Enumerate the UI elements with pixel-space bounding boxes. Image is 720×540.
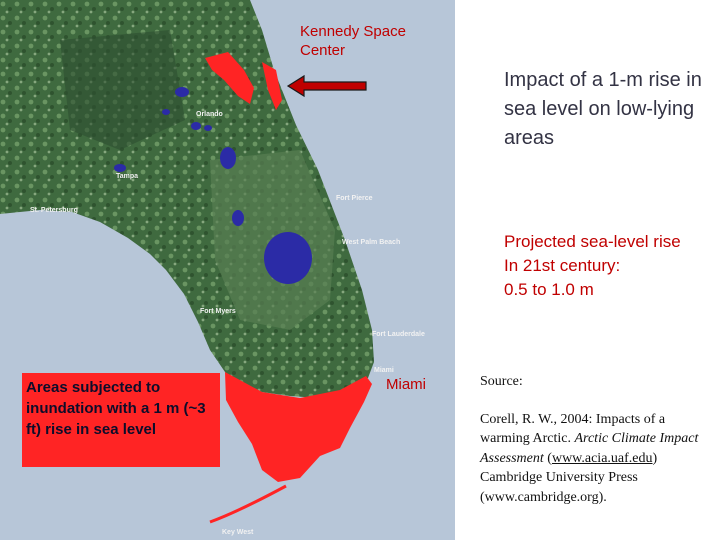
city-orlando: Orlando bbox=[196, 111, 223, 118]
source-citation: Source: Corell, R. W., 2004: Impacts of … bbox=[480, 372, 712, 507]
kennedy-label: Kennedy Space Center bbox=[300, 22, 450, 60]
projected-line2: In 21st century: bbox=[504, 256, 621, 275]
florida-keys bbox=[209, 484, 287, 524]
lake bbox=[232, 210, 244, 226]
city-key-west: Key West bbox=[222, 529, 254, 536]
legend-text: Areas subjected to inundation with a 1 m… bbox=[26, 379, 206, 438]
citation-end: ) Cambridge University Press (www.cambri… bbox=[480, 450, 658, 505]
lake bbox=[204, 125, 212, 131]
city-miami-small: Miami bbox=[374, 367, 394, 374]
arrow-icon bbox=[286, 74, 367, 98]
city-fort-myers: Fort Myers bbox=[200, 308, 236, 315]
inundation-kennedy bbox=[205, 52, 254, 104]
citation-start: Corell, R. W., 2004: Impacts of a warmin… bbox=[480, 411, 666, 447]
city-fort-lauderdale: Fort Lauderdale bbox=[372, 331, 425, 338]
inundation-south bbox=[225, 372, 372, 482]
citation-text: Corell, R. W., 2004: Impacts of a warmin… bbox=[480, 410, 712, 508]
projected-rise: Projected sea-level rise In 21st century… bbox=[504, 230, 718, 302]
citation-link-open: ( bbox=[543, 450, 552, 466]
citation-title: Arctic Climate Impact Assessment bbox=[480, 431, 699, 466]
lake bbox=[175, 87, 189, 97]
city-west-palm-beach: West Palm Beach bbox=[342, 239, 400, 246]
lake bbox=[220, 147, 236, 169]
impact-title: Impact of a 1-m rise in sea level on low… bbox=[504, 69, 702, 149]
city-tampa: Tampa bbox=[116, 173, 138, 180]
projected-line1: Projected sea-level rise bbox=[504, 232, 681, 251]
inundation-legend: Areas subjected to inundation with a 1 m… bbox=[22, 373, 220, 467]
city-st-petersburg: St. Petersburg bbox=[30, 207, 78, 214]
kennedy-label-line1: Kennedy Space bbox=[300, 23, 406, 40]
kennedy-label-line2: Center bbox=[300, 42, 346, 59]
miami-label: Miami bbox=[386, 376, 426, 393]
source-heading: Source: bbox=[480, 374, 523, 389]
inland-area bbox=[60, 30, 185, 150]
lake bbox=[191, 122, 201, 130]
inundation-coast bbox=[262, 62, 282, 110]
lake-okeechobee bbox=[264, 232, 312, 284]
city-fort-pierce: Fort Pierce bbox=[336, 195, 373, 202]
acia-link[interactable]: www.acia.uaf.edu bbox=[551, 450, 653, 466]
lake bbox=[162, 109, 170, 115]
projected-line3: 0.5 to 1.0 m bbox=[504, 280, 594, 299]
lake bbox=[114, 164, 126, 172]
